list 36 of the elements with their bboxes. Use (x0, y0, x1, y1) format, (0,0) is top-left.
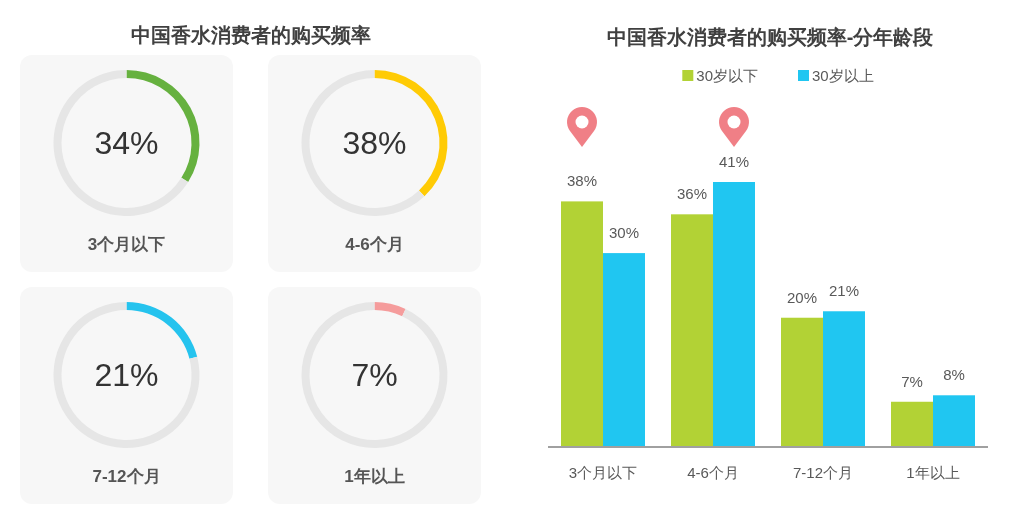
bar (561, 201, 603, 447)
bar (933, 395, 975, 447)
data-label: 21% (828, 282, 860, 300)
text: 38% (342, 125, 407, 161)
data-label: 20% (786, 288, 818, 306)
data-label: 30% (608, 224, 640, 242)
text: 7% (351, 357, 398, 393)
donut-slice (301, 302, 448, 448)
chart-title: 中国香水消费者的购买频率-分年龄段 (606, 26, 935, 48)
bar (671, 214, 713, 447)
data-label: 8% (943, 366, 965, 384)
donut-slice (374, 302, 406, 317)
text: 21% (94, 357, 159, 393)
bar (891, 401, 933, 447)
legend-label: 30岁以下 (696, 67, 758, 84)
bar (823, 311, 865, 447)
donut-slice (53, 70, 189, 216)
donut-slice (53, 302, 200, 448)
bar (603, 253, 645, 447)
data-label: 7% (901, 372, 923, 390)
data-label: 38% (566, 172, 598, 190)
legend-label: 30岁以上 (812, 67, 874, 84)
text: 4-6个月 (345, 235, 404, 254)
x-tick-label: 7-12个月 (792, 464, 854, 481)
text: 中国香水消费者的购买频率 (131, 24, 371, 46)
bar (713, 182, 755, 447)
bar (781, 317, 823, 447)
donut-slice (301, 70, 425, 216)
data-label: 41% (718, 153, 750, 170)
x-tick-label: 4-6个月 (687, 464, 739, 481)
data-label: 36% (676, 185, 708, 203)
text: 3个月以下 (87, 235, 166, 254)
x-tick-label: 3个月以下 (568, 464, 638, 481)
x-tick-label: 1年以上 (906, 464, 960, 481)
donut-slice (126, 302, 198, 359)
text: 34% (94, 125, 159, 161)
